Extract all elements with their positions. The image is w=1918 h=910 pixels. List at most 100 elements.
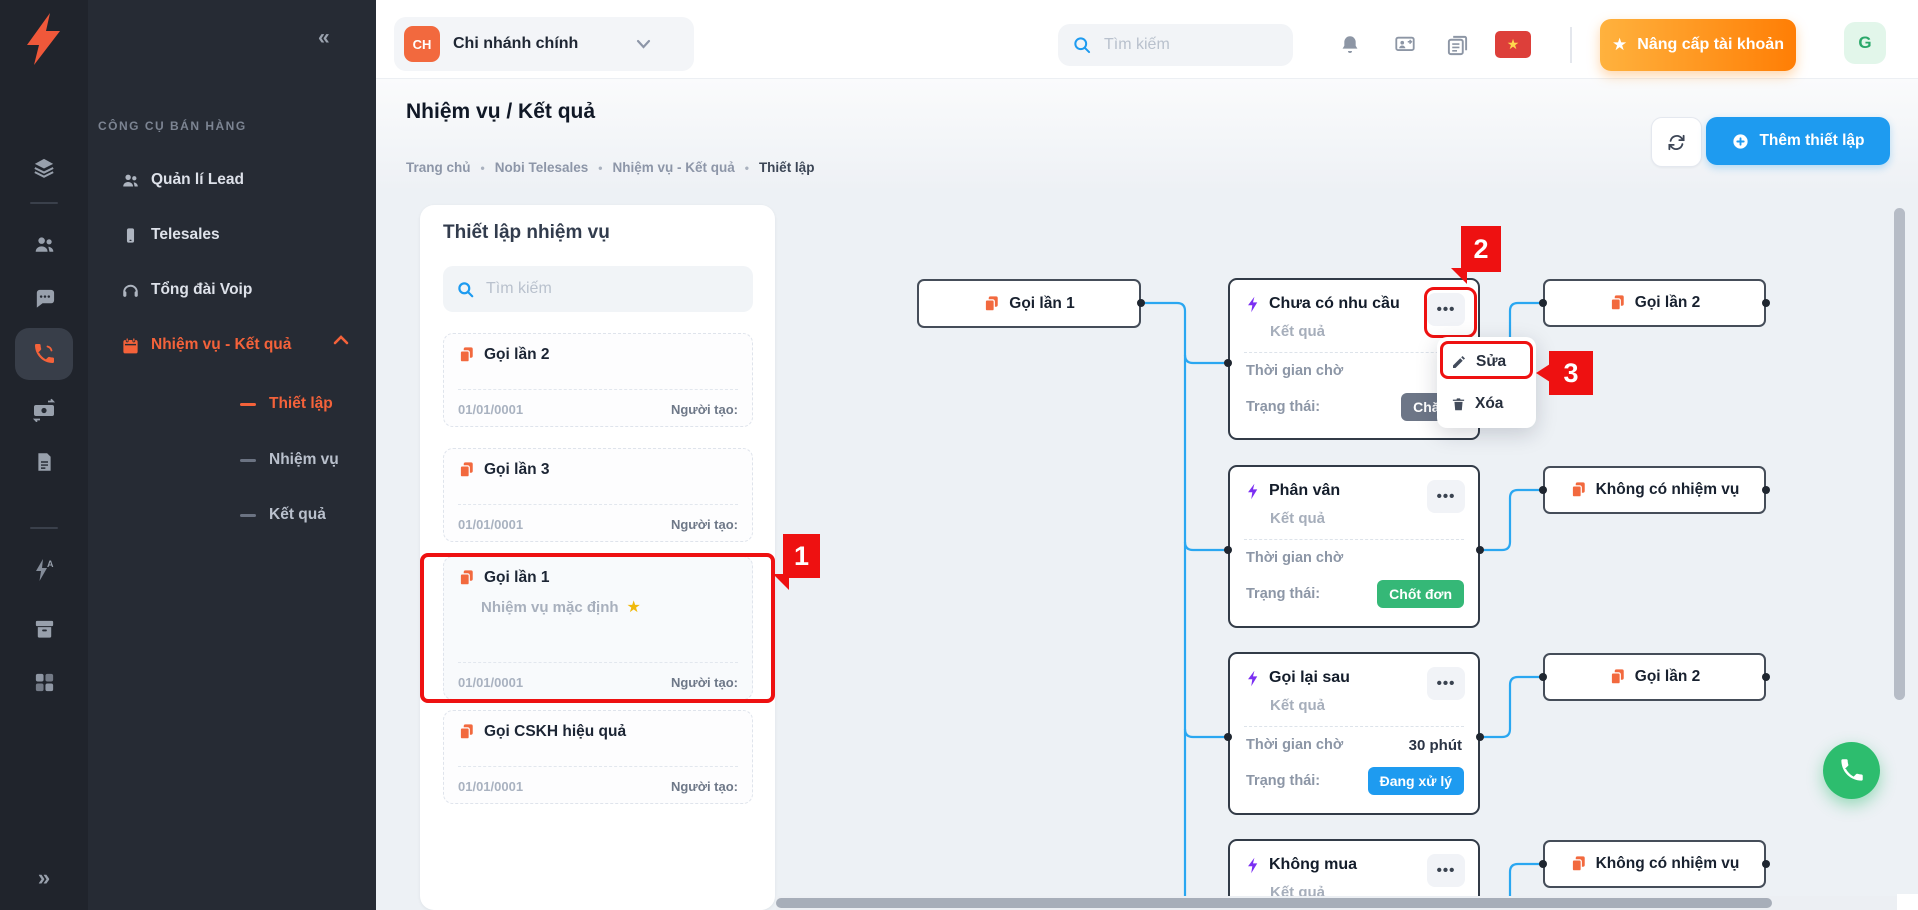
horizontal-scrollbar-thumb[interactable] xyxy=(776,898,1772,908)
result-title: Gọi lại sau xyxy=(1269,669,1350,686)
result-card-chua-co-nhu-cau[interactable]: Chưa có nhu cầu ••• Kết quả Thời gian ch… xyxy=(1228,278,1480,440)
global-search-input[interactable] xyxy=(1102,35,1266,55)
breadcrumb-item[interactable]: Trang chủ xyxy=(406,160,471,175)
dash-icon xyxy=(240,458,256,462)
sidebar-menu: « CÔNG CỤ BÁN HÀNG Quản lí Lead Telesale… xyxy=(88,0,376,910)
flow-node-label: Không có nhiệm vụ xyxy=(1595,481,1740,498)
sidebar-item-label: Quản lí Lead xyxy=(151,171,245,188)
sidebar-item-lead[interactable]: Quản lí Lead xyxy=(120,167,244,193)
bolt-icon xyxy=(1246,670,1260,687)
document-icon[interactable] xyxy=(24,442,64,482)
sidebar-item-label: Tổng đài Voip xyxy=(151,281,253,298)
wait-label: Thời gian chờ xyxy=(1246,737,1344,753)
sidebar-subitem-ketqua[interactable]: Kết quả xyxy=(240,503,326,527)
result-card-goi-lai-sau[interactable]: Gọi lại sau ••• Kết quả Thời gian chờ 30 … xyxy=(1228,652,1480,815)
trash-icon xyxy=(1451,396,1466,412)
sidebar-item-label: Telesales xyxy=(151,226,220,243)
task-creator: Người tạo: xyxy=(670,517,738,532)
branch-badge: CH xyxy=(404,26,440,62)
menu-item-label: Xóa xyxy=(1475,395,1504,412)
menu-item-delete[interactable]: Xóa xyxy=(1451,392,1503,416)
task-list-item[interactable]: Gọi lần 3 01/01/0001 Người tạo: xyxy=(443,448,753,542)
task-title: Gọi CSKH hiệu quả xyxy=(484,723,627,740)
expand-sidebar-icon[interactable]: » xyxy=(37,865,51,890)
money-transfer-icon[interactable] xyxy=(24,390,64,430)
flow-node-output[interactable]: Không có nhiệm vụ xyxy=(1543,840,1766,888)
sidebar-item-telesales[interactable]: Telesales xyxy=(120,222,220,248)
call-float-button[interactable] xyxy=(1823,742,1880,799)
task-copy-icon xyxy=(1570,481,1587,499)
upgrade-account-button[interactable]: ★ Nâng cấp tài khoản xyxy=(1600,19,1796,71)
card-menu-button[interactable]: ••• xyxy=(1427,480,1465,513)
users-icon xyxy=(120,170,140,190)
flash-automation-icon[interactable]: A xyxy=(24,550,64,590)
task-list-item[interactable]: Gọi CSKH hiệu quả 01/01/0001 Người tạo: xyxy=(443,710,753,804)
chat-icon[interactable] xyxy=(24,278,64,318)
grid-apps-icon[interactable] xyxy=(24,662,64,702)
sidebar-item-nhiemvu-ketqua[interactable]: Nhiệm vụ - Kết quả xyxy=(120,332,291,358)
phone-icon xyxy=(1841,759,1863,781)
card-menu-button[interactable]: ••• xyxy=(1427,293,1465,326)
screen-share-icon[interactable] xyxy=(1389,29,1421,61)
task-search-input[interactable] xyxy=(484,279,718,299)
scrollbar-corner xyxy=(1897,894,1918,910)
task-copy-icon xyxy=(458,346,475,364)
task-title: Gọi lần 3 xyxy=(484,461,550,478)
task-copy-icon xyxy=(1609,294,1626,312)
branch-name: Chi nhánh chính xyxy=(453,35,579,52)
users-icon[interactable] xyxy=(24,224,64,264)
bolt-icon xyxy=(1246,296,1260,313)
sidebar-section-label: CÔNG CỤ BÁN HÀNG xyxy=(98,119,247,133)
app-logo-icon[interactable] xyxy=(19,11,69,67)
flow-root-node[interactable]: Gọi lần 1 xyxy=(917,279,1141,328)
task-copy-icon xyxy=(1570,855,1587,873)
card-menu-button[interactable]: ••• xyxy=(1427,854,1465,887)
chevron-up-icon[interactable] xyxy=(333,334,349,346)
result-card-phan-van[interactable]: Phân vân ••• Kết quả Thời gian chờ Trạng… xyxy=(1228,465,1480,628)
menu-item-edit[interactable]: Sửa xyxy=(1451,350,1506,374)
language-flag-vn[interactable]: ★ xyxy=(1495,31,1531,58)
breadcrumb-item[interactable]: Nhiệm vụ - Kết quả xyxy=(612,160,735,175)
search-icon xyxy=(456,280,475,299)
layers-icon[interactable] xyxy=(24,148,64,188)
flow-node-output[interactable]: Gọi lần 2 xyxy=(1543,279,1766,327)
breadcrumb-item[interactable]: Nobi Telesales xyxy=(494,160,589,175)
pencil-icon xyxy=(1451,354,1467,370)
annotation-tag-1: 1 xyxy=(773,534,820,590)
annotation-tag-2: 2 xyxy=(1451,226,1501,284)
flow-node-output[interactable]: Không có nhiệm vụ xyxy=(1543,466,1766,514)
flow-node-label: Gọi lần 1 xyxy=(1009,294,1075,312)
task-list-item-default[interactable]: Gọi lần 1 Nhiệm vụ mặc định ★ 01/01/0001 N… xyxy=(443,556,753,700)
bell-icon[interactable] xyxy=(1334,29,1366,61)
refresh-icon xyxy=(1668,134,1685,150)
tag-pointer xyxy=(773,574,789,590)
telesales-active-tile[interactable] xyxy=(15,328,73,380)
news-cards-icon[interactable] xyxy=(1441,29,1473,61)
task-copy-icon xyxy=(458,569,475,587)
sidebar-subitem-thietlap[interactable]: Thiết lập xyxy=(240,392,333,416)
refresh-button[interactable] xyxy=(1651,117,1702,167)
task-date: 01/01/0001 xyxy=(458,779,524,794)
sidebar-item-voip[interactable]: Tổng đài Voip xyxy=(120,277,252,303)
breadcrumb-separator: • xyxy=(480,160,485,175)
sidebar-subitem-nhiemvu[interactable]: Nhiệm vụ xyxy=(240,448,339,472)
annotation-tag-3: 3 xyxy=(1536,351,1593,395)
vertical-scrollbar[interactable] xyxy=(1894,208,1905,700)
branch-selector[interactable]: CH Chi nhánh chính xyxy=(394,17,694,71)
menu-item-label: Sửa xyxy=(1476,353,1507,370)
task-list-item[interactable]: Gọi lần 2 01/01/0001 Người tạo: xyxy=(443,333,753,427)
avatar[interactable]: G xyxy=(1844,22,1886,64)
card-menu-button[interactable]: ••• xyxy=(1427,667,1465,700)
task-subtitle: Nhiệm vụ mặc định xyxy=(481,598,619,616)
collapse-sidebar-icon[interactable]: « xyxy=(318,26,330,49)
result-title: Chưa có nhu cầu xyxy=(1269,295,1400,312)
flow-node-label: Gọi lần 2 xyxy=(1634,294,1701,311)
archive-icon[interactable] xyxy=(24,608,64,648)
add-setup-button[interactable]: Thêm thiết lập xyxy=(1706,117,1890,165)
wait-value: 30 phút xyxy=(1408,736,1462,754)
calendar-icon xyxy=(120,335,140,355)
task-creator: Người tạo: xyxy=(670,402,738,417)
flow-node-output[interactable]: Gọi lần 2 xyxy=(1543,653,1766,701)
task-copy-icon xyxy=(983,295,1000,313)
headset-icon xyxy=(120,280,140,300)
